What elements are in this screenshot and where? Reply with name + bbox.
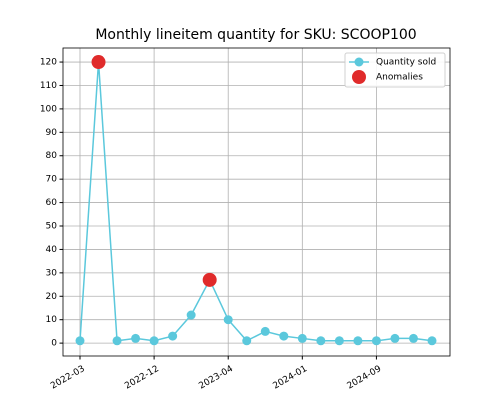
y-tick-label: 90 xyxy=(46,128,58,138)
y-tick-label: 60 xyxy=(46,198,58,208)
legend-marker xyxy=(352,70,366,84)
y-tick-label: 110 xyxy=(40,81,57,91)
data-point xyxy=(168,331,178,341)
legend-label: Quantity sold xyxy=(376,58,436,68)
data-point xyxy=(353,336,363,346)
y-tick-label: 70 xyxy=(46,175,58,185)
data-point xyxy=(91,55,106,70)
data-point xyxy=(223,315,233,325)
y-tick-label: 100 xyxy=(40,104,57,114)
x-tick-label: 2024-09 xyxy=(346,364,384,392)
data-point xyxy=(371,336,381,346)
y-tick-label: 40 xyxy=(46,245,58,255)
legend-marker xyxy=(354,57,364,67)
legend-box xyxy=(344,52,446,88)
x-tick-label: 2023-04 xyxy=(197,364,235,392)
data-point xyxy=(316,336,326,346)
data-point xyxy=(334,336,344,346)
y-tick-label: 0 xyxy=(51,339,57,349)
data-point xyxy=(260,326,270,336)
data-point xyxy=(75,336,85,346)
series-line xyxy=(79,62,433,342)
legend-label: Anomalies xyxy=(376,73,423,83)
data-point xyxy=(202,272,217,287)
chart-title: Monthly lineitem quantity for SKU: SCOOP… xyxy=(95,27,416,43)
legend: Quantity sold Anomalies xyxy=(344,52,446,88)
data-point xyxy=(149,336,159,346)
y-tick-label: 20 xyxy=(46,292,58,302)
data-point xyxy=(297,333,307,343)
data-point xyxy=(408,333,418,343)
plot-frame xyxy=(62,47,451,357)
data-point xyxy=(390,333,400,343)
y-tick-label: 80 xyxy=(46,151,58,161)
y-tick-label: 10 xyxy=(46,315,58,325)
y-tick-label: 50 xyxy=(46,222,58,232)
y-tick-label: 30 xyxy=(46,268,58,278)
x-tick-label: 2022-03 xyxy=(49,364,87,391)
data-point xyxy=(279,331,289,341)
data-point xyxy=(131,333,141,343)
data-point xyxy=(186,310,196,320)
data-point xyxy=(427,336,437,346)
x-tick-label: 2024-01 xyxy=(271,364,309,391)
data-point xyxy=(112,336,122,346)
x-tick-label: 2022-12 xyxy=(123,364,161,391)
y-tick-label: 120 xyxy=(40,58,57,68)
data-point xyxy=(242,336,252,346)
